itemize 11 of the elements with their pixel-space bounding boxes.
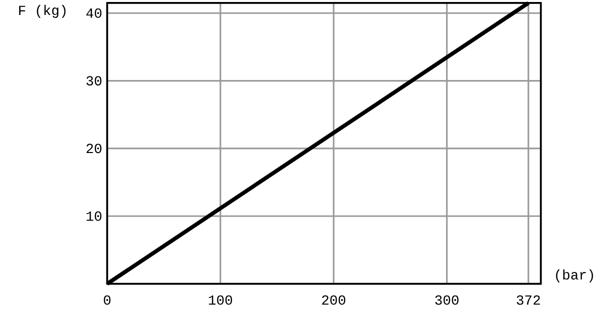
x-tick-label: 0	[104, 296, 110, 305]
x-tick-label: 200	[322, 296, 346, 305]
x-tick-label: 100	[208, 296, 232, 305]
x-axis-title: (bar)	[556, 270, 594, 283]
y-tick-label: 40	[86, 8, 102, 18]
x-tick-label: 300	[435, 296, 459, 305]
y-tick-label: 10	[86, 212, 102, 222]
y-axis-title: F (kg)	[19, 5, 66, 18]
y-tick-label: 20	[86, 144, 102, 154]
y-tick-label: 30	[86, 76, 102, 86]
x-tick-label: 372	[516, 296, 540, 305]
